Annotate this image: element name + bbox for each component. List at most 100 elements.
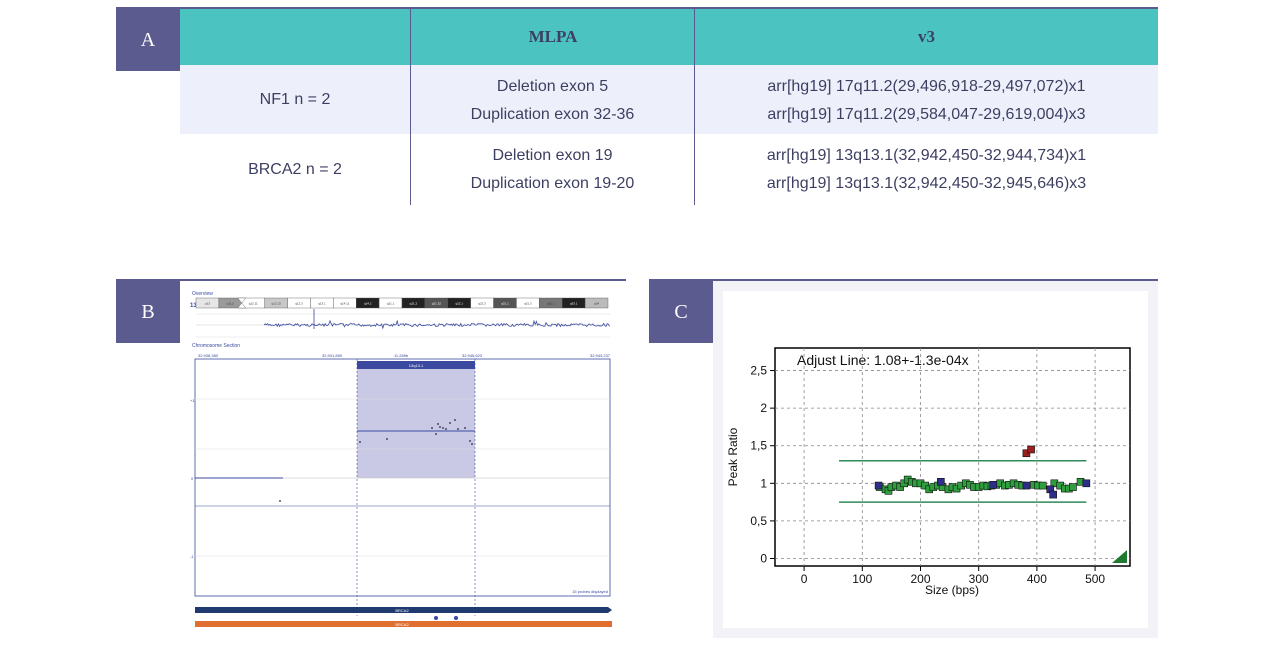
overview-log-ratio-trace (263, 319, 610, 330)
data-point (1069, 483, 1077, 491)
cell-gene: NF1 n = 2 (180, 65, 410, 134)
gene-text: BRCA2 n = 2 (248, 160, 342, 178)
probe-point (449, 422, 451, 424)
probe-point (431, 427, 433, 429)
probe-point (445, 428, 447, 430)
chromosome-band-label: q34 (594, 302, 599, 306)
y-tick-label: 0 (760, 551, 767, 565)
gene-text: NF1 n = 2 (259, 90, 331, 108)
v3-line-1: arr[hg19] 13q13.1(32,942,450-32,944,734)… (766, 147, 1087, 164)
chromosome-band-label: q32.1 (547, 302, 555, 306)
data-point (1038, 481, 1047, 490)
probe-point (279, 500, 281, 502)
data-point (937, 478, 945, 486)
chromosome-band-label: p13 (205, 302, 210, 306)
column-divider-2 (694, 9, 695, 205)
probe-point (442, 427, 444, 429)
table-row-1-background (180, 65, 1158, 134)
region-header-bar (357, 361, 475, 369)
coord-label: 32,938,380 (198, 353, 219, 358)
chromosome-band-label: q22.1 (455, 302, 463, 306)
header-v3: v3 (918, 27, 935, 46)
chromosome-band-label: q33.1 (570, 302, 578, 306)
gene-track-2 (195, 621, 612, 627)
peak-ratio-chart: 0 0,5 1 1,5 2 2,5 0 100 200 300 400 500 Adjust Lin… (723, 291, 1148, 628)
table-header-row (180, 9, 1158, 65)
chromosome-ideogram: p13 p11.2 q12.11 q12.13 q12.3 q13.1 q14.11 q14.… (195, 297, 609, 309)
chromosome-band-label: q31.3 (524, 302, 532, 306)
region-label: 13q13.1 (409, 363, 424, 368)
header-mlpa: MLPA (528, 27, 578, 46)
cell-gene: BRCA2 n = 2 (180, 134, 410, 205)
column-divider-1 (410, 9, 411, 205)
probe-point (359, 441, 361, 443)
probe-point (437, 423, 439, 425)
data-point (989, 481, 998, 489)
coord-label: 32,941,859 (322, 353, 343, 358)
probe-point (386, 438, 388, 440)
mlpa-line-1: Deletion exon 5 (496, 78, 609, 95)
y-tick-label: 2,5 (750, 364, 767, 378)
panel-label-b: B (116, 281, 180, 343)
chromosome-band-label: q21.32 (432, 302, 442, 306)
panel-label-c: C (649, 281, 713, 343)
chromosome-band-label: q14.2 (364, 302, 372, 306)
x-tick-label: 500 (1085, 572, 1105, 586)
panel-b-image: Overview 13 p13 p11.2 q12.11 q12.13 q12.3 q13… (180, 281, 625, 638)
x-tick-label: 0 (801, 572, 808, 586)
chromosome-band-label: q22.3 (478, 302, 486, 306)
x-axis-ticks: 0 100 200 300 400 500 (801, 566, 1105, 586)
data-point (1082, 479, 1091, 488)
threshold-lines (839, 460, 1087, 503)
x-tick-label: 400 (1027, 572, 1047, 586)
chromosome-band-label: q14.11 (340, 302, 349, 306)
chromosome-band-label: q21.2 (410, 302, 418, 306)
data-point (1022, 481, 1031, 490)
probe-point (464, 427, 466, 429)
mlpa-line-1: Deletion exon 19 (492, 147, 613, 164)
cell-mlpa: Deletion exon 19 Duplication exon 19-20 (411, 142, 694, 198)
y-tick-label: 0 (191, 476, 194, 481)
chromosome-band-label: p11.2 (227, 302, 235, 306)
y-tick-label: 1,5 (750, 439, 767, 453)
probe-point (435, 433, 437, 435)
y-tick-label: -1 (190, 554, 194, 559)
y-axis-label: Peak Ratio (726, 427, 740, 486)
centromere (237, 297, 247, 309)
plot-frame (774, 347, 1131, 567)
y-tick-label: 0,5 (750, 514, 767, 528)
gene-track-2-label: BRCA2 (395, 622, 409, 627)
chromosome-band-label: q12.13 (272, 302, 282, 306)
corner-marker (1112, 550, 1127, 563)
genome-browser-view: Overview 13 p13 p11.2 q12.11 q12.13 q12.3 q13… (180, 281, 625, 638)
chromosome-band-label: q13.1 (318, 302, 326, 306)
panel-a-top-rule (116, 7, 1158, 9)
chromosome-label: 13 (190, 303, 197, 309)
coord-label: 32,943,237 (590, 353, 611, 358)
cell-v3: arr[hg19] 13q13.1(32,942,450-32,944,734)… (695, 142, 1158, 198)
chromosome-band-label: q31.1 (501, 302, 509, 306)
probe-point (457, 428, 459, 430)
panel-c-top-rule (649, 279, 1158, 281)
chart-title: Adjust Line: 1.08+-1.3e-04x (797, 352, 969, 368)
chromosome-band-label: q12.11 (249, 302, 258, 306)
panel-c-image: 0 0,5 1 1,5 2 2,5 0 100 200 300 400 500 Adjust Lin… (713, 281, 1158, 638)
highlighted-region (357, 361, 475, 478)
chromosome-section-label: Chromosome Section (192, 343, 240, 349)
coord-label: 11,289b (394, 353, 409, 358)
gene-track-1 (195, 607, 612, 613)
panel-b-top-rule (116, 279, 626, 281)
chromosome-band (584, 297, 609, 309)
header-gene (180, 9, 411, 65)
data-point (1049, 490, 1057, 499)
y-axis-ticks: 0 0,5 1 1,5 2 2,5 (750, 364, 775, 565)
v3-line-2: arr[hg19] 17q11.2(29,584,047-29,619,004)… (767, 106, 1086, 123)
v3-line-1: arr[hg19] 17q11.2(29,496,918-29,497,072)… (767, 78, 1086, 95)
x-tick-label: 200 (910, 572, 930, 586)
y-tick-label: 1 (760, 476, 767, 490)
v3-line-2: arr[hg19] 13q13.1(32,942,450-32,945,646)… (766, 175, 1087, 192)
x-tick-label: 100 (852, 572, 872, 586)
panel-label-a: A (116, 9, 180, 71)
probes-displayed-label: 15 probes displayed (572, 589, 608, 594)
x-axis-label: Size (bps) (925, 583, 979, 597)
